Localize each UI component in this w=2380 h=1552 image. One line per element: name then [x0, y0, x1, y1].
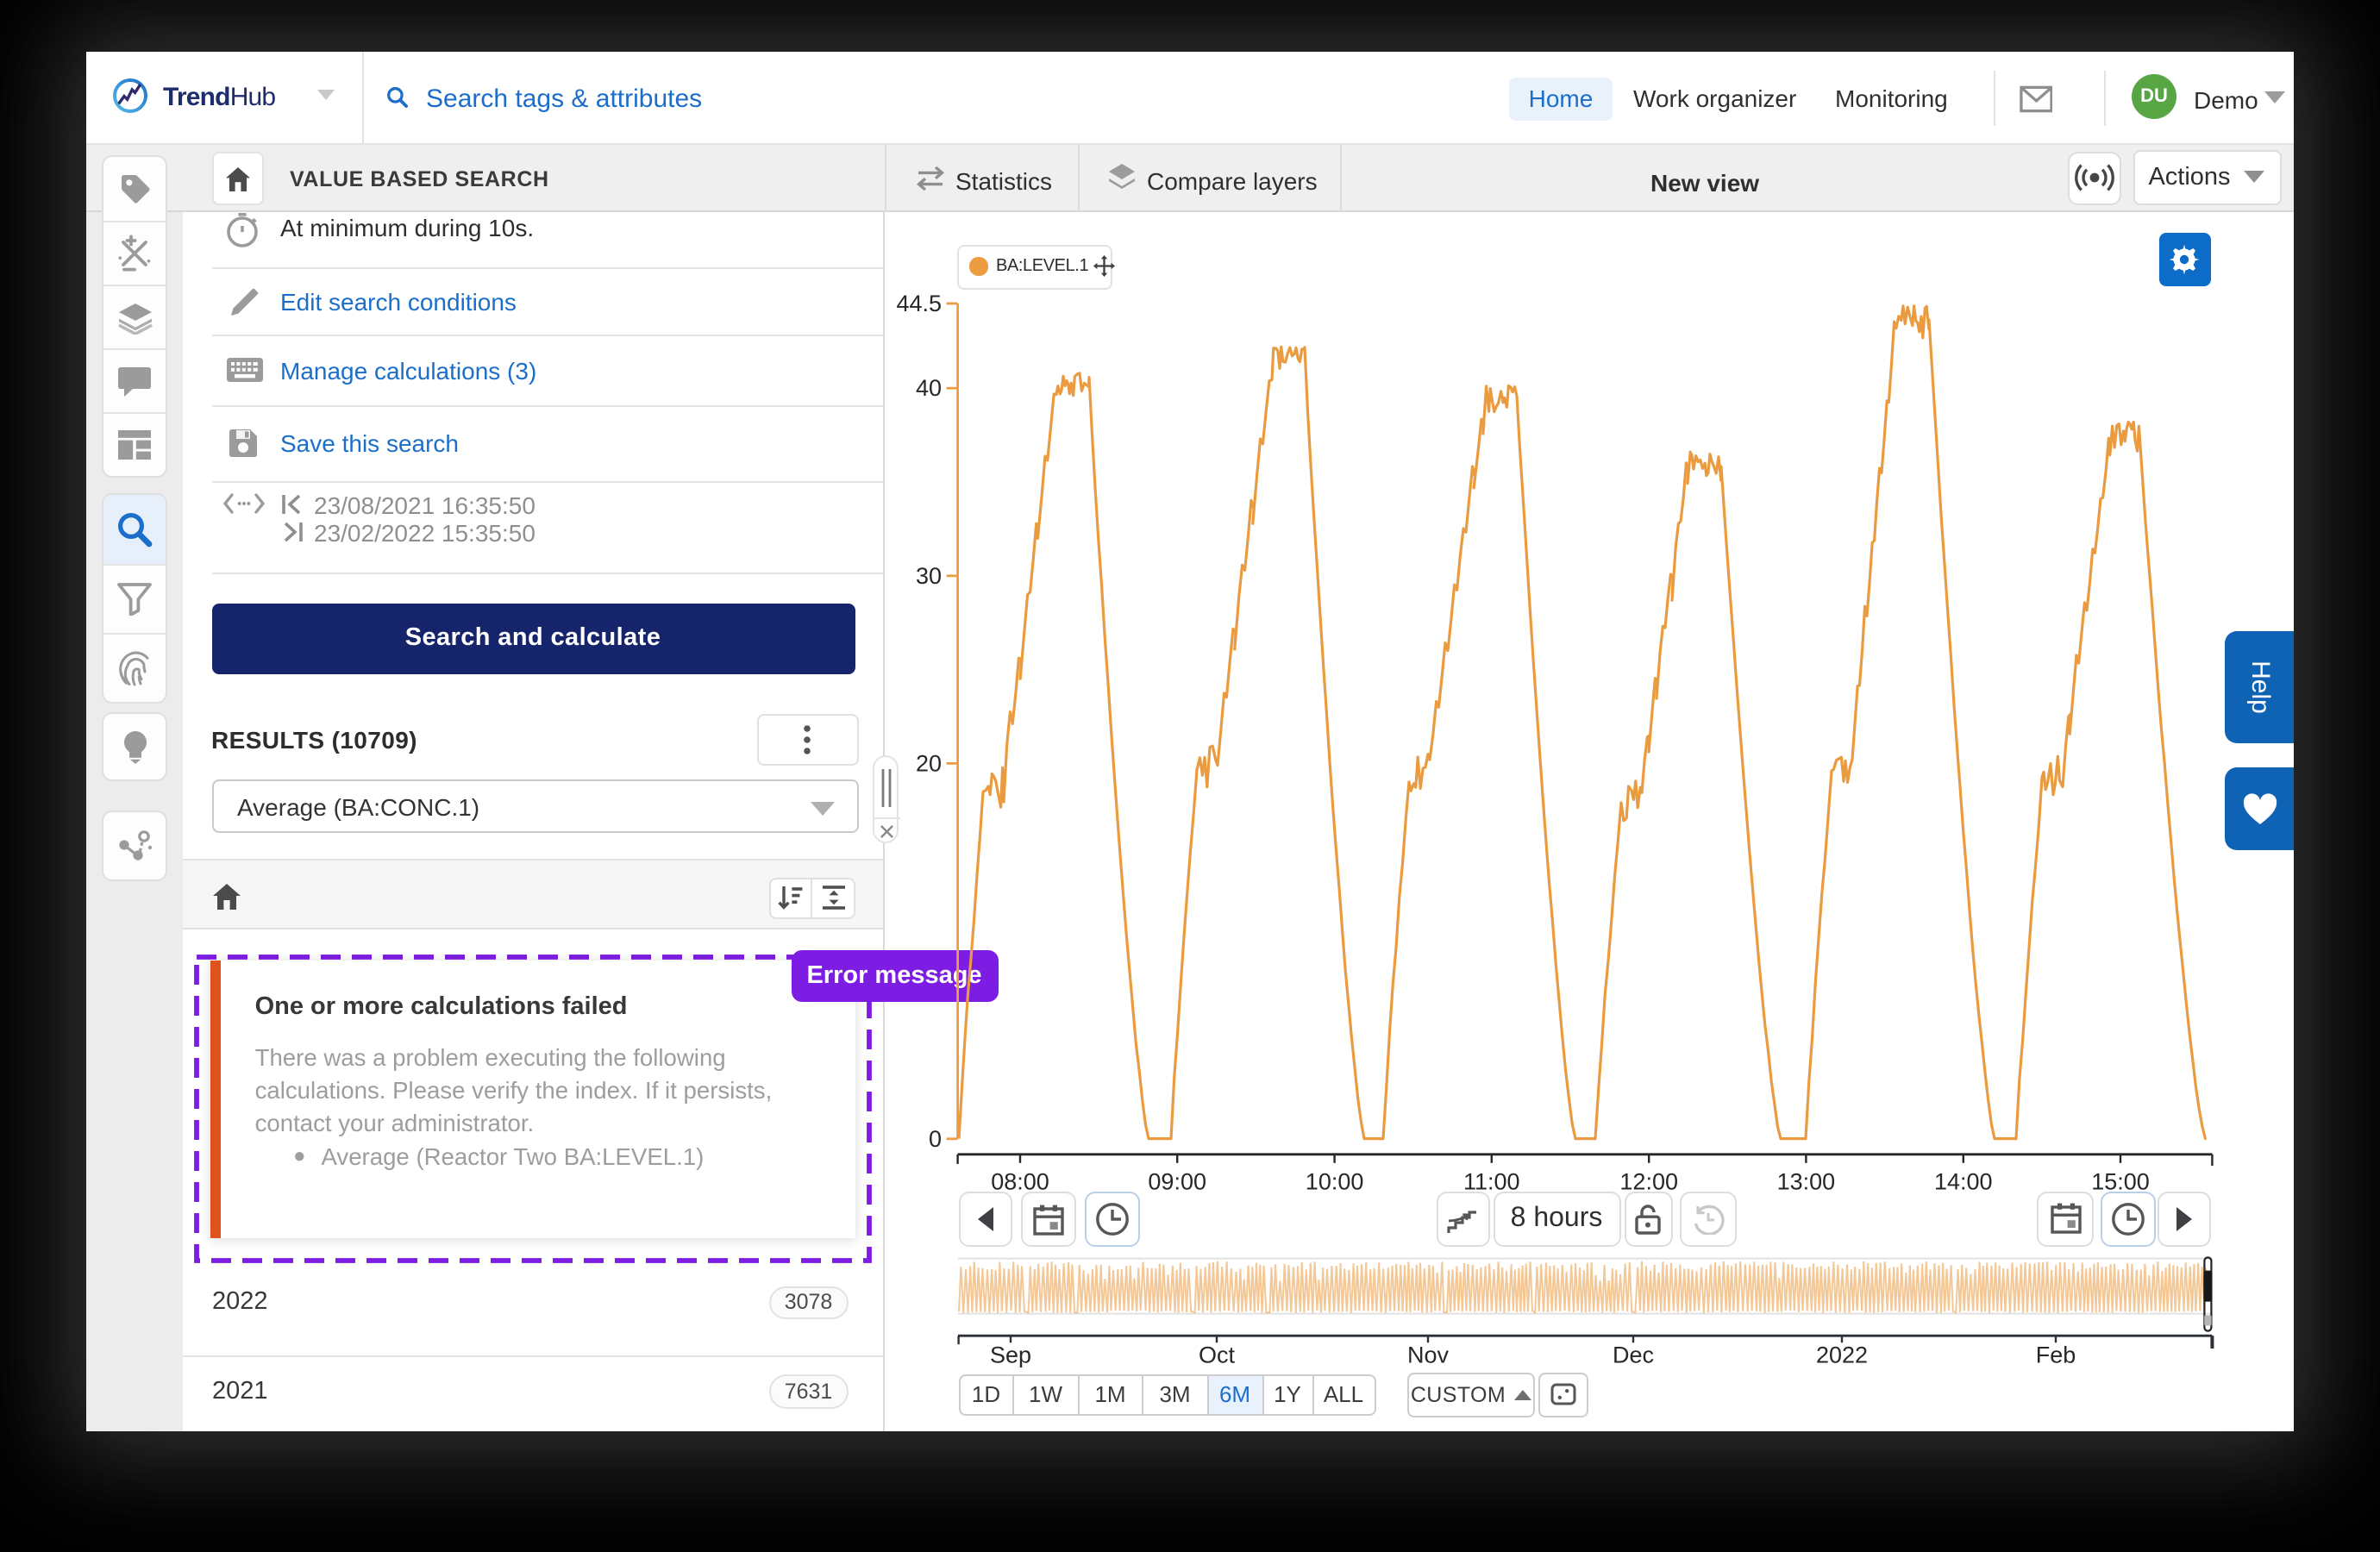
- svg-text:0: 0: [929, 1126, 942, 1152]
- svg-text:Sep: Sep: [990, 1342, 1031, 1367]
- svg-text:Dec: Dec: [1613, 1342, 1654, 1367]
- svg-text:13:00: 13:00: [1777, 1168, 1836, 1194]
- svg-text:12:00: 12:00: [1619, 1168, 1678, 1194]
- svg-text:Oct: Oct: [1199, 1342, 1236, 1367]
- svg-text:30: 30: [916, 563, 942, 589]
- svg-text:44.5: 44.5: [896, 291, 942, 316]
- svg-text:20: 20: [916, 750, 942, 776]
- svg-text:Nov: Nov: [1407, 1342, 1450, 1367]
- svg-text:Feb: Feb: [2036, 1342, 2076, 1367]
- svg-text:15:00: 15:00: [2091, 1168, 2150, 1194]
- svg-text:40: 40: [916, 375, 942, 401]
- svg-text:08:00: 08:00: [991, 1168, 1049, 1194]
- svg-text:14:00: 14:00: [1934, 1168, 1993, 1194]
- svg-text:11:00: 11:00: [1463, 1168, 1520, 1194]
- svg-text:09:00: 09:00: [1148, 1168, 1206, 1194]
- svg-text:10:00: 10:00: [1306, 1168, 1364, 1194]
- svg-text:2022: 2022: [1816, 1342, 1868, 1367]
